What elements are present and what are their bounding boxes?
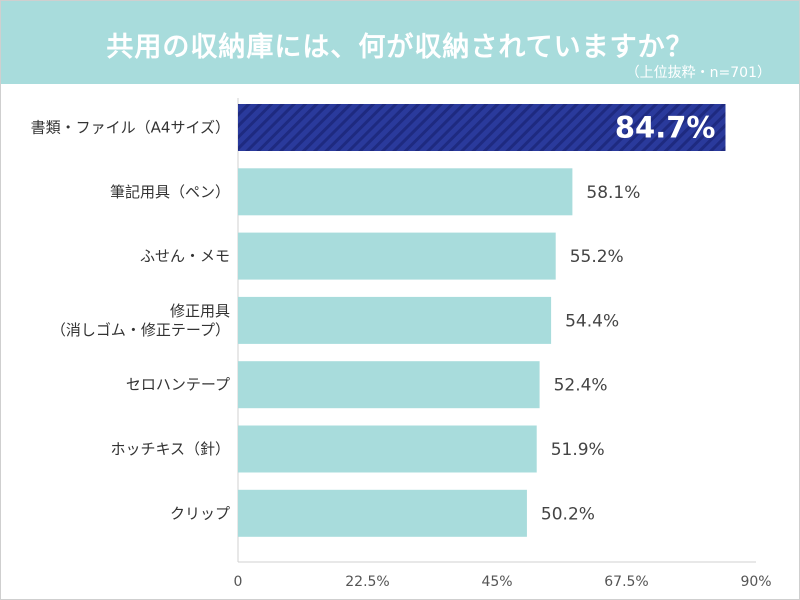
bar bbox=[238, 425, 537, 473]
value-label: 54.4% bbox=[565, 311, 619, 331]
bar bbox=[238, 361, 540, 409]
value-label: 51.9% bbox=[551, 440, 605, 460]
x-tick-label: 90% bbox=[740, 574, 771, 590]
value-label: 55.2% bbox=[570, 247, 624, 267]
category-label: クリップ bbox=[170, 504, 230, 522]
bar bbox=[238, 104, 726, 151]
x-tick-label: 22.5% bbox=[345, 574, 389, 590]
category-label: 筆記用具（ペン） bbox=[110, 183, 230, 201]
category-label: ふせん・メモ bbox=[140, 247, 230, 265]
bar bbox=[238, 296, 552, 344]
category-label: ホッチキス（針） bbox=[110, 440, 230, 458]
value-label: 50.2% bbox=[541, 504, 595, 524]
category-label: 修正用具 bbox=[170, 302, 230, 320]
category-label: 書類・ファイル（A4サイズ） bbox=[31, 119, 230, 137]
chart-subtitle: （上位抜粋・n=701） bbox=[625, 65, 771, 81]
bar bbox=[238, 168, 573, 216]
value-label: 84.7% bbox=[615, 111, 716, 145]
value-label: 58.1% bbox=[586, 183, 640, 203]
bar bbox=[238, 489, 527, 537]
category-label: （消しゴム・修正テープ） bbox=[51, 321, 230, 339]
x-tick-label: 67.5% bbox=[604, 574, 648, 590]
value-label: 52.4% bbox=[554, 376, 608, 396]
bar bbox=[238, 232, 556, 280]
category-label: セロハンテープ bbox=[126, 376, 230, 394]
chart-title: 共用の収納庫には、何が収納されていますか？ bbox=[106, 32, 694, 63]
x-tick-label: 0 bbox=[234, 574, 243, 590]
x-tick-label: 45% bbox=[481, 574, 512, 590]
chart-header: 共用の収納庫には、何が収納されていますか？ （上位抜粋・n=701） bbox=[1, 1, 799, 84]
